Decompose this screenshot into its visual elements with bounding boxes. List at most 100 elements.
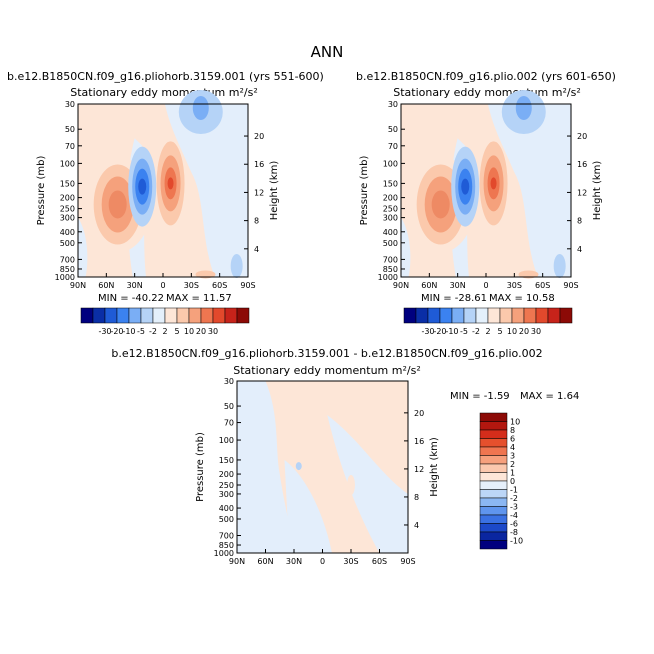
colorbar-label: 4 <box>510 443 515 452</box>
colorbar-swatch <box>479 489 508 499</box>
colorbar-swatch <box>212 307 226 324</box>
colorbar-swatch <box>176 307 190 324</box>
panel-3-difference: b.e12.B1850CN.f09_g16.pliohorb.3159.001 … <box>111 347 579 566</box>
x-tick-label: 60N <box>421 281 437 290</box>
y2-tick-label: 4 <box>254 245 259 254</box>
panel-1: b.e12.B1850CN.f09_g16.pliohorb.3159.001 … <box>7 70 324 304</box>
y-tick-label: 1000 <box>214 549 234 558</box>
colorbar-swatch <box>479 514 508 524</box>
x-tick-label: 30N <box>286 557 302 566</box>
colorbar-label: -6 <box>510 520 518 529</box>
y2-tick-label: 4 <box>414 521 419 530</box>
y-tick-label: 850 <box>60 265 75 274</box>
colorbar-swatch <box>164 307 178 324</box>
colorbar-label: -10 <box>510 537 523 546</box>
colorbar-swatch <box>487 307 501 324</box>
y-tick-label: 70 <box>224 419 234 428</box>
y-tick-label: 500 <box>383 239 398 248</box>
colorbar-swatch <box>188 307 202 324</box>
colorbar-swatch <box>511 307 525 324</box>
contour-negative <box>515 96 532 120</box>
panel-2: b.e12.B1850CN.f09_g16.plio.002 (yrs 601-… <box>356 70 616 304</box>
y-tick-label: 500 <box>60 239 75 248</box>
colorbar-label: 2 <box>162 327 167 336</box>
panel-3-case-title: b.e12.B1850CN.f09_g16.pliohorb.3159.001 … <box>111 347 542 360</box>
y-axis-label: Pressure (mb) <box>195 432 206 502</box>
y-tick-label: 250 <box>383 205 398 214</box>
x-tick-label: 30S <box>343 557 358 566</box>
x-tick-label: 0 <box>160 281 165 290</box>
y-tick-label: 70 <box>65 142 75 151</box>
figure-title: ANN <box>311 43 344 61</box>
colorbar-label: -3 <box>510 503 518 512</box>
colorbar-swatch <box>140 307 154 324</box>
contour-positive <box>167 177 174 190</box>
colorbar-swatch <box>403 307 417 324</box>
y2-tick-label: 8 <box>414 493 419 502</box>
y-tick-label: 400 <box>383 228 398 237</box>
colorbar-swatch <box>224 307 238 324</box>
y2-tick-label: 8 <box>254 217 259 226</box>
colorbar-swatch <box>479 540 508 550</box>
x-tick-label: 90S <box>400 557 415 566</box>
panel-3-variable-title: Stationary eddy momentum m²/s² <box>233 364 420 377</box>
negative-region <box>78 217 88 277</box>
contour-positive <box>490 177 497 190</box>
y2-tick-label: 16 <box>254 160 264 169</box>
contour-positive <box>518 270 539 279</box>
y-tick-label: 500 <box>219 515 234 524</box>
colorbar-swatch <box>439 307 453 324</box>
x-tick-label: 60S <box>212 281 227 290</box>
colorbar-swatch <box>479 523 508 533</box>
y-tick-label: 300 <box>60 214 75 223</box>
contour-negative <box>553 253 566 278</box>
y-tick-label: 700 <box>219 532 234 541</box>
x-tick-label: 90N <box>70 281 86 290</box>
panel-2-max-label: MAX = 10.58 <box>489 293 555 304</box>
colorbar-label: -10 <box>122 327 135 336</box>
colorbar-label: -2 <box>472 327 480 336</box>
colorbar-label: 2 <box>510 460 515 469</box>
x-tick-label: 60N <box>98 281 114 290</box>
colorbar-label: 20 <box>519 327 529 336</box>
y2-tick-label: 20 <box>414 409 424 418</box>
colorbar-swatch <box>479 438 508 448</box>
panel-1-variable-title: Stationary eddy momentum m²/s² <box>70 86 257 99</box>
colorbar-swatch <box>475 307 489 324</box>
y2-tick-label: 4 <box>577 245 582 254</box>
colorbar-swatch <box>479 472 508 482</box>
negative-region <box>164 104 248 277</box>
contour-positive <box>431 190 450 219</box>
colorbar-label: -5 <box>137 327 145 336</box>
panel-2-variable-title: Stationary eddy momentum m²/s² <box>393 86 580 99</box>
y-axis-label: Pressure (mb) <box>359 156 370 226</box>
panel-2-min-label: MIN = -28.61 <box>421 293 487 304</box>
y-tick-label: 700 <box>383 255 398 264</box>
y-tick-label: 200 <box>383 194 398 203</box>
colorbar-label: 5 <box>497 327 502 336</box>
y2-axis-label: Height (km) <box>269 161 280 221</box>
colorbar-swatch <box>200 307 214 324</box>
x-tick-label: 60S <box>535 281 550 290</box>
colorbar-swatch <box>427 307 441 324</box>
colorbar-label: 2 <box>485 327 490 336</box>
colorbar-label: -20 <box>433 327 446 336</box>
y-tick-label: 250 <box>60 205 75 214</box>
colorbar-swatch <box>236 307 250 324</box>
y-tick-label: 850 <box>219 541 234 550</box>
panel-3-max-label: MAX = 1.64 <box>520 391 579 402</box>
contour-positive <box>195 270 216 279</box>
x-tick-label: 30N <box>450 281 466 290</box>
colorbar-label: 10 <box>184 327 194 336</box>
colorbar-absolute: -30-20-10 -5 -2 2 5 10 20 30 -30-20-10 -5 -2 2 5 10 20… <box>80 307 573 336</box>
colorbar-label: 1 <box>510 469 515 478</box>
colorbar-label: 30 <box>208 327 218 336</box>
colorbar-swatch <box>523 307 537 324</box>
colorbar-swatch <box>128 307 142 324</box>
colorbar-swatch <box>463 307 477 324</box>
colorbar-swatch <box>499 307 513 324</box>
contour-negative <box>192 96 209 120</box>
colorbar-swatch <box>479 531 508 541</box>
y-tick-label: 100 <box>383 159 398 168</box>
